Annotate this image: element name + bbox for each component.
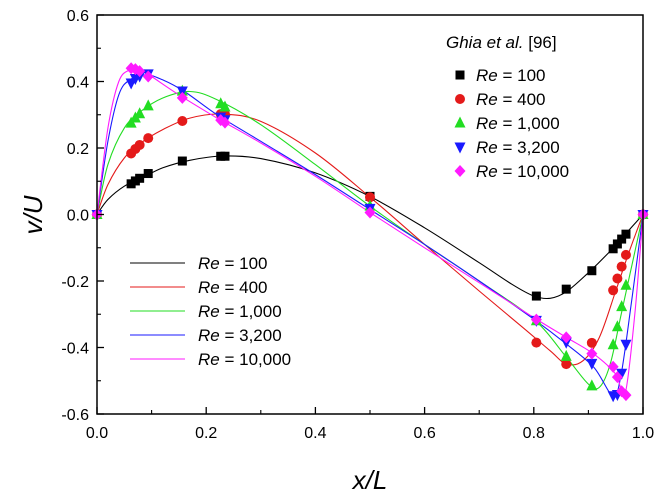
y-tick-label: 0.6 xyxy=(67,8,89,25)
data-point-re-4 xyxy=(620,389,632,402)
data-point-re-1 xyxy=(143,133,154,144)
legend-line-label-1: Re = 400 xyxy=(198,278,267,297)
y-tick-label: -0.6 xyxy=(61,407,89,424)
data-point-re-4 xyxy=(607,360,619,373)
legend-label-3: Re = 3,200 xyxy=(476,138,560,157)
data-point-re-1 xyxy=(616,261,627,272)
markers-legend: Ghia et al. [96] Re = 100 Re = 400 Re = 1,… xyxy=(446,33,569,181)
markers-legend-title: Ghia et al. [96] xyxy=(446,33,557,52)
legend-label-4: Re = 10,000 xyxy=(476,162,569,181)
legend-marker-2 xyxy=(454,116,466,128)
data-point-re-4 xyxy=(134,65,146,78)
data-point-re-3 xyxy=(586,358,598,370)
data-point-re-2 xyxy=(142,99,154,111)
lines-legend: Re = 100 Re = 400 Re = 1,000 Re = 3,200 Re =… xyxy=(130,254,291,369)
data-point-re-1 xyxy=(177,116,188,127)
data-point-re-0 xyxy=(220,151,230,161)
series-line-re-2 xyxy=(96,90,644,390)
y-tick-label: -0.4 xyxy=(61,341,89,358)
data-point-re-4 xyxy=(176,91,188,104)
legend-label-2: Re = 1,000 xyxy=(476,114,560,133)
data-point-re-1 xyxy=(586,337,597,348)
legend-line-label-2: Re = 1,000 xyxy=(198,302,282,321)
legend-marker-1 xyxy=(455,94,465,104)
data-point-re-4 xyxy=(611,371,623,384)
series-line-re-1 xyxy=(96,113,644,366)
data-point-re-2 xyxy=(616,300,628,312)
x-axis-title: x/L xyxy=(351,465,388,495)
data-point-re-1 xyxy=(134,139,145,150)
x-tick-label: 0.6 xyxy=(413,425,435,442)
data-point-re-0 xyxy=(617,234,627,244)
data-point-re-0 xyxy=(531,291,541,301)
y-tick-label: 0.4 xyxy=(67,75,89,92)
data-point-re-1 xyxy=(620,249,631,260)
data-point-re-1 xyxy=(612,273,623,284)
x-tick-label: 0.4 xyxy=(304,425,326,442)
data-point-re-2 xyxy=(219,100,231,112)
data-point-re-1 xyxy=(531,337,542,348)
data-point-re-4 xyxy=(142,70,154,83)
legend-marker-4 xyxy=(454,165,466,177)
data-point-re-0 xyxy=(621,229,631,239)
data-point-re-3 xyxy=(620,339,632,351)
data-point-re-1 xyxy=(365,192,375,203)
y-tick-label: 0.2 xyxy=(67,141,89,158)
x-tick-label: 0.2 xyxy=(195,425,217,442)
legend-line-label-4: Re = 10,000 xyxy=(198,350,291,369)
data-point-re-2 xyxy=(607,338,619,350)
legend-line-label-0: Re = 100 xyxy=(198,254,267,273)
legend-marker-3 xyxy=(454,142,466,154)
data-point-re-4 xyxy=(219,116,231,129)
x-tick-label: 0.8 xyxy=(523,425,545,442)
data-point-re-3 xyxy=(616,368,628,380)
ticks-layer xyxy=(96,14,644,415)
data-point-re-2 xyxy=(560,349,572,361)
legend-line-label-3: Re = 3,200 xyxy=(198,326,282,345)
data-point-re-0 xyxy=(143,169,153,179)
legend-label-0: Re = 100 xyxy=(476,66,545,85)
legend-label-1: Re = 400 xyxy=(476,90,545,109)
data-point-re-1 xyxy=(561,359,572,370)
legend-marker-0 xyxy=(455,70,465,80)
data-point-re-0 xyxy=(135,173,145,183)
data-point-re-4 xyxy=(560,331,572,344)
data-point-re-0 xyxy=(608,244,618,254)
data-point-re-2 xyxy=(611,320,623,332)
data-point-re-0 xyxy=(612,239,622,249)
y-tick-label: 0.0 xyxy=(67,208,89,225)
data-point-re-4 xyxy=(364,206,376,219)
data-point-re-2 xyxy=(620,278,632,290)
data-point-re-2 xyxy=(134,107,146,119)
data-point-re-1 xyxy=(608,285,619,296)
data-point-re-2 xyxy=(586,379,598,391)
data-point-re-4 xyxy=(586,347,598,360)
tick-labels-layer: 0.0 0.2 0.4 0.6 0.8 1.0 0.6 0.4 0.2 0.0 -0.2 -0.4 -0… xyxy=(61,8,654,442)
x-tick-label: 0.0 xyxy=(86,425,108,442)
x-tick-label: 1.0 xyxy=(632,425,654,442)
markers-layer xyxy=(91,62,649,403)
data-point-re-0 xyxy=(177,156,187,166)
y-tick-label: -0.2 xyxy=(61,274,89,291)
y-axis-title: v/U xyxy=(18,195,48,234)
data-point-re-0 xyxy=(587,266,597,276)
data-point-re-4 xyxy=(530,313,542,326)
data-point-re-0 xyxy=(561,284,571,294)
